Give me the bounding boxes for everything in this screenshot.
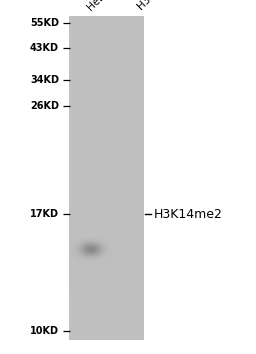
Text: 26KD: 26KD bbox=[30, 101, 59, 111]
Text: HeLa: HeLa bbox=[85, 0, 111, 12]
Text: 55KD: 55KD bbox=[30, 18, 59, 28]
Text: 34KD: 34KD bbox=[30, 75, 59, 85]
Text: 17KD: 17KD bbox=[30, 209, 59, 219]
Text: H3K14me2: H3K14me2 bbox=[154, 208, 222, 221]
Text: 10KD: 10KD bbox=[30, 326, 59, 336]
Text: H3 protein: H3 protein bbox=[136, 0, 182, 12]
Text: 43KD: 43KD bbox=[30, 43, 59, 53]
